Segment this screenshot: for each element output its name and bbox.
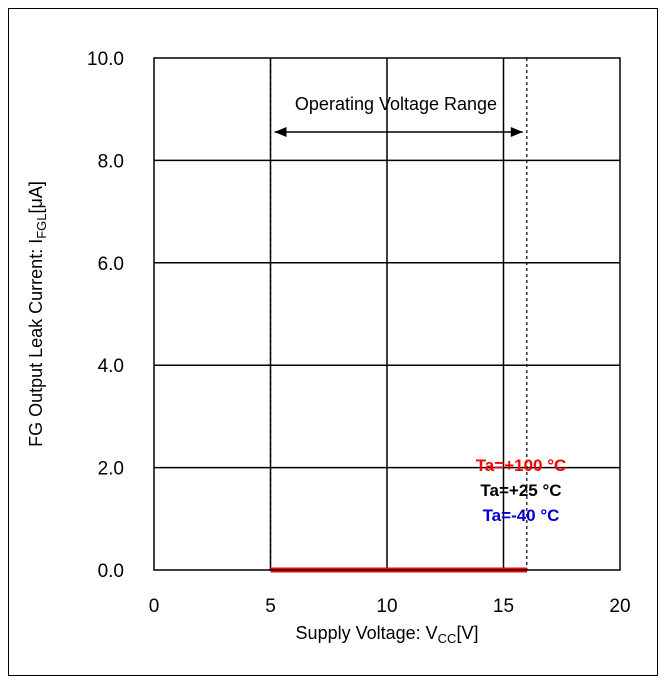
y-tick-label: 2.0 <box>98 459 124 480</box>
y-tick-label: 6.0 <box>98 254 124 275</box>
x-tick-labels: 0 5 10 15 20 <box>149 596 631 617</box>
legend-entry: Ta=+100 °C <box>476 456 567 475</box>
x-tick-label: 15 <box>493 596 514 617</box>
legend-entry: Ta=-40 °C <box>483 506 560 525</box>
legend-entry: Ta=+25 °C <box>480 481 561 500</box>
x-tick-label: 0 <box>149 596 160 617</box>
operating-range-label: Operating Voltage Range <box>295 94 497 114</box>
y-tick-label: 10.0 <box>87 49 124 70</box>
y-tick-label: 4.0 <box>98 356 124 377</box>
range-arrow-left-head <box>274 127 287 137</box>
figure-frame <box>8 8 658 676</box>
range-arrow-right-head <box>510 127 523 137</box>
x-tick-label: 10 <box>376 596 397 617</box>
x-axis-label: Supply Voltage: VCC[V] <box>296 623 479 646</box>
operating-range <box>269 58 528 570</box>
plot-area-border <box>153 57 621 571</box>
x-tick-label: 5 <box>265 596 276 617</box>
y-axis-label: FG Output Leak Current: IFGL[μA] <box>26 181 49 447</box>
y-tick-labels: 0.0 2.0 4.0 6.0 8.0 10.0 <box>87 49 124 582</box>
x-tick-label: 20 <box>609 596 630 617</box>
y-tick-label: 8.0 <box>98 151 124 172</box>
legend: Ta=+100 °C Ta=+25 °C Ta=-40 °C <box>476 456 567 525</box>
y-tick-label: 0.0 <box>98 561 124 582</box>
